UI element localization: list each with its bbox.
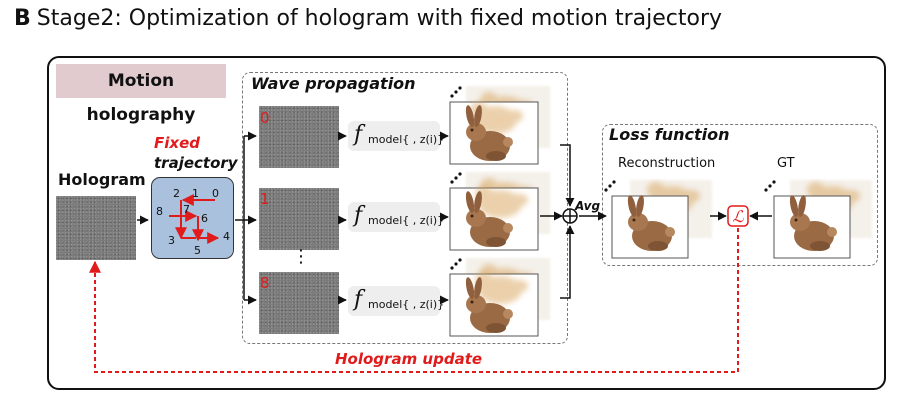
model-subscript: model{ , z(i)} [368,214,445,227]
figure-title: B Stage2: Optimization of hologram with f… [14,6,722,31]
model-function-1: f model{ , z(i)} [348,202,444,232]
model-function-0: f model{ , z(i)} [348,121,444,151]
hologram-update-label: Hologram update [335,350,483,368]
stack-dots [450,86,776,270]
loss-function-box [602,124,878,266]
gt-label: GT [777,156,795,171]
trajectory-graph [169,194,220,244]
flow-arrows [137,131,772,305]
traj-point-4: 4 [223,230,230,243]
hologram-image [56,196,136,260]
traj-point-0: 0 [212,187,219,200]
avg-label: Avg [575,199,601,213]
traj-point-5: 5 [194,244,201,257]
hologram-frame-0 [259,106,339,168]
wave-output-stack-0 [449,86,550,165]
traj-point-7: 7 [183,203,190,216]
loss-symbol: ℒ [732,207,744,226]
model-subscript: model{ , z(i)} [368,298,445,311]
trajectory-label: trajectory [154,154,238,172]
frame-number-8: 8 [260,274,270,292]
motion-holography-label: Motion holography [56,64,226,125]
frame-number-1: 1 [260,190,270,208]
wave-output-stack-8 [449,258,550,337]
traj-point-3: 3 [168,234,175,247]
motion-holography-panel [47,56,886,390]
wave-output-stack-1 [449,172,550,251]
frames-ellipsis: ⋮ [292,246,310,267]
wave-propagation-label: Wave propagation [251,74,416,93]
model-symbol: f [354,122,363,147]
loss-symbol-box: ℒ [727,205,749,227]
traj-point-8: 8 [156,205,163,218]
wave-propagation-box [242,72,568,344]
hologram-update-arrow [89,228,739,373]
trajectory-labels: 0 1 2 3 4 5 6 7 8 [156,187,230,257]
fixed-label: Fixed [154,134,200,152]
loss-function-label: Loss function [609,125,730,144]
hologram-label: Hologram [58,170,146,189]
hologram-frame-1 [259,188,339,250]
traj-point-1: 1 [192,187,199,200]
model-subscript: model{ , z(i)} [368,133,445,146]
panel-letter: B [14,6,31,31]
reconstruction-label: Reconstruction [618,156,716,171]
traj-point-2: 2 [173,187,180,200]
hologram-frame-8 [259,272,339,334]
model-function-8: f model{ , z(i)} [348,286,444,316]
traj-point-6: 6 [201,212,208,225]
ground-truth-image [773,180,872,259]
reconstruction-image [611,180,712,259]
frame-number-0: 0 [260,109,270,127]
model-symbol: f [354,203,363,228]
title-text: Stage2: Optimization of hologram with fi… [36,6,723,31]
model-symbol: f [354,287,363,312]
